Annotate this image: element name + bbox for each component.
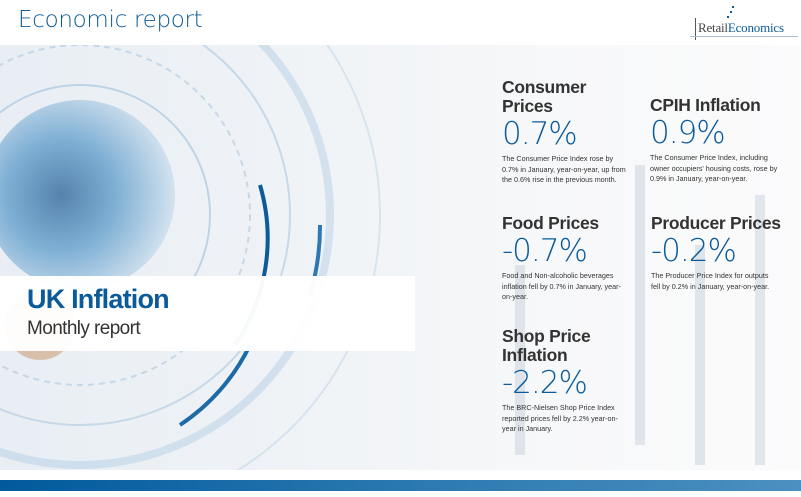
cover-title: UK Inflation <box>27 284 170 314</box>
stat-value: -0.2% <box>651 233 737 269</box>
stat-heading: Food Prices <box>502 213 599 233</box>
stat-cpih-inflation: CPIH Inflation 0.9% The Consumer Price I… <box>650 96 800 185</box>
stat-producer-prices: Producer Prices -0.2% The Producer Price… <box>651 214 801 292</box>
stat-description: The Producer Price Index for outputs fel… <box>651 271 770 291</box>
header: Economic report RetailEconomics <box>0 0 801 45</box>
stat-description: The Consumer Price Index rose by 0.7% in… <box>502 154 626 184</box>
footer-bar <box>0 480 801 491</box>
stat-heading: Consumer Prices <box>502 77 587 116</box>
cover-subtitle: Monthly report <box>27 318 141 339</box>
stat-heading: Producer Prices <box>651 213 781 233</box>
stat-heading: Shop Price Inflation <box>502 326 591 365</box>
stat-heading: CPIH Inflation <box>650 95 761 115</box>
stat-shop-price-inflation: Shop Price Inflation -2.2% The BRC-Niels… <box>502 327 652 435</box>
stat-description: The BRC-Nielsen Shop Price Index reporte… <box>502 403 618 433</box>
stat-value: 0.7% <box>502 116 578 152</box>
stat-description: The Consumer Price Index, including owne… <box>650 153 778 183</box>
stat-value: -0.7% <box>502 233 588 269</box>
report-type-title: Economic report <box>18 7 203 33</box>
stat-value: -2.2% <box>502 365 588 401</box>
stat-food-prices: Food Prices -0.7% Food and Non-alcoholic… <box>502 214 652 303</box>
stat-consumer-prices: Consumer Prices 0.7% The Consumer Price … <box>502 78 652 186</box>
cover-title-box: UK Inflation Monthly report <box>0 276 415 351</box>
retail-economics-logo: RetailEconomics <box>690 6 798 42</box>
stat-value: 0.9% <box>650 115 726 151</box>
stat-description: Food and Non-alcoholic beverages inflati… <box>502 271 621 301</box>
